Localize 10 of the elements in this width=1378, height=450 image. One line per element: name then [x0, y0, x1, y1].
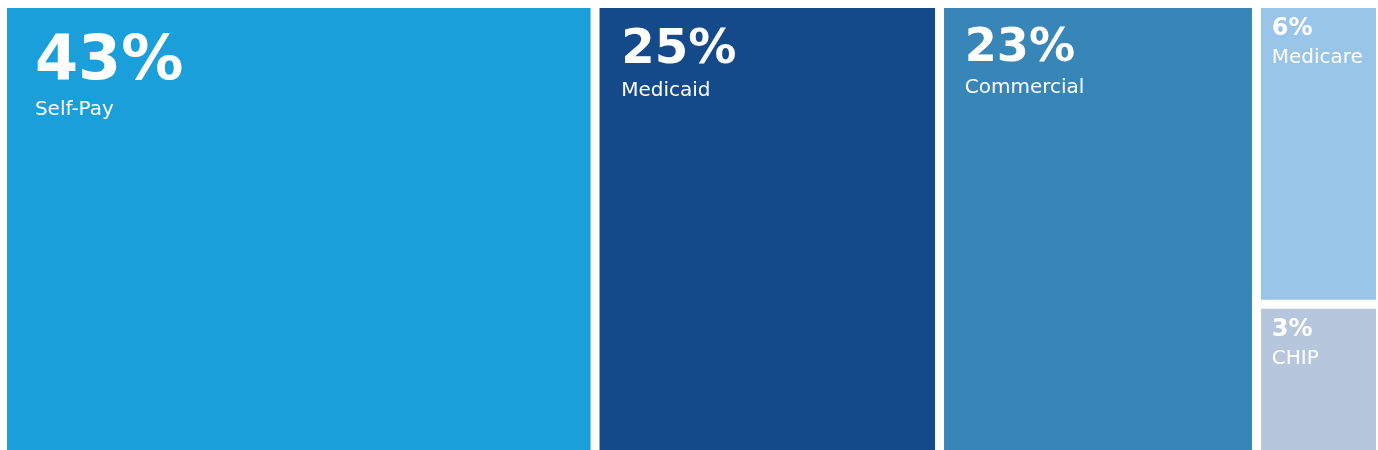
- data-label: 3%: [1271, 313, 1313, 342]
- category-label: Commercial: [964, 74, 1085, 99]
- data-label: 6%: [1271, 13, 1313, 42]
- data-label: 23%: [964, 17, 1076, 72]
- category-label: CHIP: [1271, 345, 1319, 370]
- category-label: Self-Pay: [34, 95, 115, 120]
- data-label: 25%: [621, 18, 737, 75]
- category-label: Medicaid: [621, 76, 711, 101]
- data-label: 43%: [34, 21, 184, 95]
- category-label: Medicare: [1271, 44, 1363, 69]
